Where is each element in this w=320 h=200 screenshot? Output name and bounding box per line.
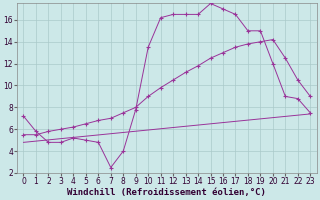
X-axis label: Windchill (Refroidissement éolien,°C): Windchill (Refroidissement éolien,°C) — [68, 188, 266, 197]
